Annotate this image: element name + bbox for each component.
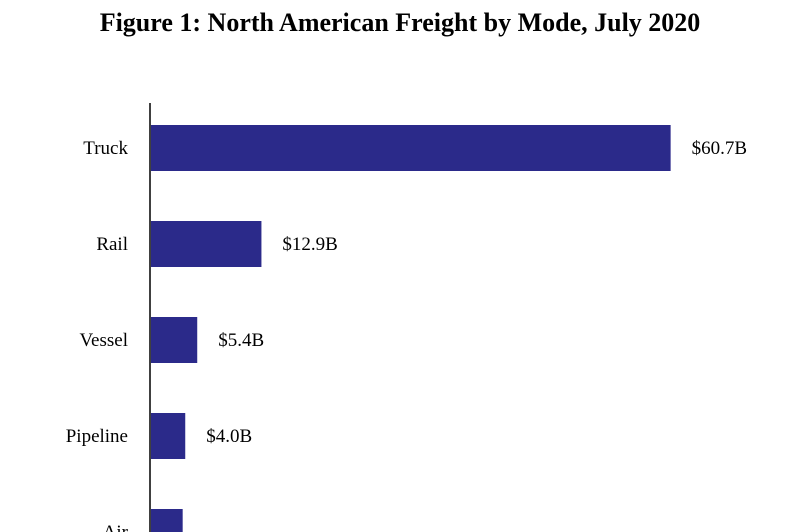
- category-label-truck: Truck: [83, 138, 128, 159]
- bar-truck: [151, 125, 671, 171]
- bar-pipeline: [151, 413, 186, 459]
- bar-rail: [151, 221, 262, 267]
- value-label-pipeline: $4.0B: [206, 426, 252, 447]
- bar-vessel: [151, 317, 198, 363]
- value-label-rail: $12.9B: [282, 234, 337, 255]
- category-label-rail: Rail: [96, 234, 128, 255]
- category-label-air: Air: [103, 522, 129, 532]
- bar-air: [151, 509, 183, 532]
- chart-title: Figure 1: North American Freight by Mode…: [99, 8, 701, 37]
- category-label-vessel: Vessel: [79, 330, 128, 351]
- value-label-vessel: $5.4B: [218, 330, 264, 351]
- category-label-pipeline: Pipeline: [66, 426, 128, 447]
- value-label-truck: $60.7B: [692, 138, 747, 159]
